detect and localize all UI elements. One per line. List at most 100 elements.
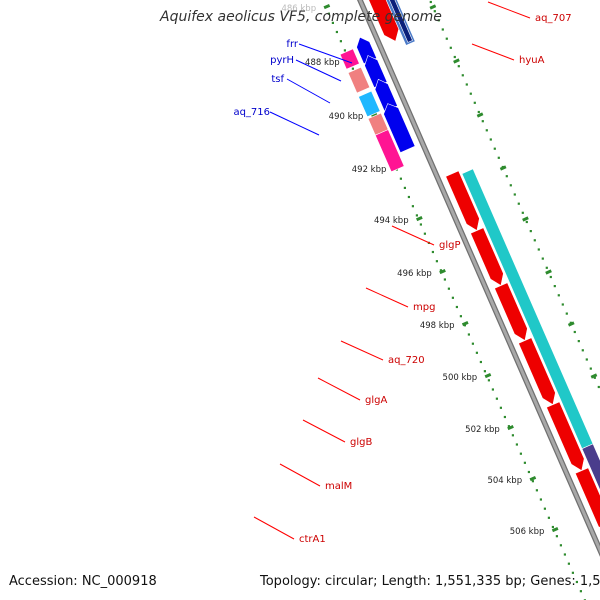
gene-tsf-mark [358, 90, 381, 118]
ruler-tick [507, 425, 514, 431]
gene-label-malM: malM [325, 481, 352, 492]
inner-dot [573, 330, 576, 334]
inner-tick [567, 321, 575, 327]
inner-dot [489, 138, 492, 141]
gene-pyrH-mark [347, 66, 371, 94]
inner-dot [541, 257, 544, 260]
ruler-dot [563, 553, 566, 556]
gene-label-ctrA1: ctrA1 [299, 534, 326, 545]
leader-line [269, 111, 320, 136]
inner-ticks [429, 4, 598, 379]
leader-line [487, 1, 531, 19]
ruler-dot [575, 580, 578, 584]
leader-line [295, 59, 342, 82]
ruler-dot [507, 425, 510, 428]
inner-dot [497, 156, 500, 159]
ruler-dot [555, 535, 558, 538]
inner-dot [485, 129, 488, 132]
leader-line [298, 43, 353, 64]
inner-dot [529, 230, 532, 233]
ruler-dot [471, 342, 474, 345]
gene-label-hyuA: hyuA [519, 55, 545, 66]
ruler-label: 490 kbp [329, 112, 364, 122]
topology-text: Topology: circular; Length: 1,551,335 bp… [260, 574, 600, 589]
inner-dot [457, 65, 460, 68]
inner-dot [493, 147, 496, 150]
ruler-dot [527, 470, 530, 474]
leader-line [286, 78, 331, 104]
ruler-dot [479, 360, 482, 364]
leader-line [391, 225, 435, 246]
inner-dot [453, 55, 456, 59]
ruler-dot [439, 269, 442, 272]
ruler-dot [543, 507, 546, 510]
ruler-dot [559, 544, 562, 547]
inner-dot [581, 349, 584, 352]
inner-dot [449, 46, 452, 49]
inner-tick [590, 373, 598, 379]
inner-dot [549, 275, 552, 279]
ruler-tick [439, 269, 446, 275]
inner-dot [473, 101, 476, 104]
leader-line [317, 377, 361, 401]
ruler-dot [459, 315, 462, 318]
inner-dot [433, 10, 436, 13]
inner-dot [429, 0, 432, 4]
ruler-dot [571, 571, 574, 574]
leader-line [365, 287, 409, 308]
inner-tick [429, 4, 437, 10]
gene-label-aq_716: aq_716 [233, 107, 270, 118]
ruler-dot [539, 498, 542, 501]
inner-dot [441, 28, 444, 31]
inner-tick [522, 216, 529, 222]
ruler-label: 488 kbp [305, 58, 340, 68]
ruler-dot [335, 30, 338, 34]
ruler-dot [455, 305, 458, 309]
inner-dot [469, 92, 472, 95]
gene-aq_716-mark2 [374, 129, 405, 173]
ruler-label: 492 kbp [352, 165, 387, 175]
ruler-dot [523, 461, 526, 464]
inner-dot [505, 175, 508, 178]
gene-label-glgA: glgA [365, 395, 387, 406]
ruler-dot [511, 434, 514, 437]
inner-dot [545, 266, 548, 269]
map-title: Aquifex aeolicus VF5, complete genome [160, 9, 442, 25]
gene-labels: aq_707 hyuA glgP mpg aq_720 glgA glgB malM ctrA1… [233, 13, 571, 545]
ruler-dot [567, 562, 570, 565]
inner-dot [461, 74, 464, 77]
inner-dot [513, 193, 516, 196]
ruler-dot [431, 250, 434, 254]
ruler-tick [551, 527, 559, 533]
inner-dot [509, 184, 512, 187]
ruler-dot [407, 195, 410, 199]
ruler-tick [484, 373, 492, 379]
ruler-dot [483, 370, 486, 373]
inner-dot [597, 385, 600, 389]
ruler-tick [461, 321, 469, 327]
backbone-line [358, 0, 600, 554]
leader-line [253, 516, 295, 540]
ruler-dot [411, 205, 414, 208]
gene-aq_720 [494, 282, 528, 341]
inner-dot [565, 312, 568, 315]
ruler-label: 498 kbp [420, 321, 455, 331]
ruler-tick [370, 112, 378, 118]
ruler-label: 504 kbp [487, 476, 522, 486]
ruler-dot [447, 287, 450, 290]
gene-mpg [470, 227, 504, 286]
gene-frr-mark [339, 48, 360, 70]
inner-dot [517, 202, 520, 205]
inner-tick [476, 112, 484, 118]
ruler-dot [491, 388, 494, 391]
ruler-dot [467, 333, 470, 336]
gene-label-aq_720: aq_720 [388, 355, 425, 366]
inner-dot [577, 340, 580, 343]
ruler-dot [451, 296, 454, 299]
inner-dotted-arc [429, 0, 600, 389]
inner-dot [533, 239, 536, 242]
gene-glgA [518, 337, 556, 406]
inner-dot [437, 19, 440, 22]
gene-label-mpg: mpg [413, 302, 435, 313]
ruler-dot [531, 480, 534, 483]
